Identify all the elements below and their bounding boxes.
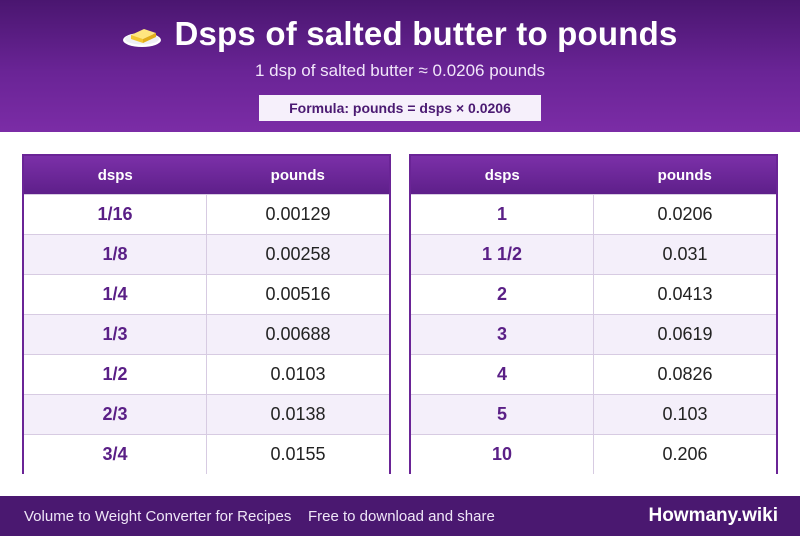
dsps-cell: 2 [411,275,594,314]
column-header-pounds: pounds [657,166,712,184]
pounds-cell: 0.0206 [657,204,713,224]
pounds-cell: 0.0138 [270,404,326,424]
butter-icon [123,29,162,47]
table-row: 2 0.0413 [411,274,776,314]
table-header: dsps pounds [24,156,389,194]
dsps-cell: 2/3 [24,395,207,434]
page-title: Dsps of salted butter to pounds [174,15,678,52]
table-row: 4 0.0826 [411,354,776,394]
title-row: Dsps of salted butter to pounds [0,14,800,54]
table-row: 1 0.0206 [411,194,776,234]
table-row: 1 1/2 0.031 [411,234,776,274]
pounds-cell: 0.00258 [265,244,331,264]
dsps-cell: 1 1/2 [411,235,594,274]
table-body: 1 0.0206 1 1/2 0.031 2 0.0413 3 0.0619 4 0.08… [411,194,776,474]
formula-badge: Formula: pounds = dsps × 0.0206 [259,95,541,121]
dsps-cell: 4 [411,355,594,394]
pounds-cell: 0.00129 [265,204,331,224]
column-header-dsps: dsps [97,166,133,184]
pounds-cell: 0.0155 [270,444,326,464]
dsps-cell: 1 [411,195,594,234]
dsps-cell: 1/8 [24,235,207,274]
conversion-subtitle: 1 dsp of salted butter ≈ 0.0206 pounds [254,61,546,80]
dsps-cell: 1/16 [24,195,207,234]
pounds-cell: 0.0103 [270,364,326,384]
dsps-cell: 3/4 [24,435,207,474]
pounds-cell: 0.00688 [265,324,331,344]
column-header-pounds: pounds [270,166,325,184]
table-row: 3 0.0619 [411,314,776,354]
column-header-dsps: dsps [484,166,520,184]
header-banner: Dsps of salted butter to pounds 1 dsp of… [0,0,800,132]
table-row: 1/8 0.00258 [24,234,389,274]
pounds-cell: 0.0413 [657,284,713,304]
dsps-cell: 1/3 [24,315,207,354]
table-row: 2/3 0.0138 [24,394,389,434]
footer-converter-text: Volume to Weight Converter for Recipes [24,508,292,525]
table-row: 1/16 0.00129 [24,194,389,234]
footer-bar: Volume to Weight Converter for Recipes F… [0,496,800,536]
table-header: dsps pounds [411,156,776,194]
pounds-cell: 0.031 [662,244,708,264]
dsps-cell: 3 [411,315,594,354]
table-row: 1/2 0.0103 [24,354,389,394]
dsps-cell: 1/4 [24,275,207,314]
table-row: 5 0.103 [411,394,776,434]
table-row: 3/4 0.0155 [24,434,389,474]
pounds-cell: 0.103 [662,404,708,424]
dsps-cell: 5 [411,395,594,434]
table-row: 10 0.206 [411,434,776,474]
footer-share-text: Free to download and share [308,508,495,525]
brand-logo-text: Howmany.wiki [648,505,778,526]
conversion-table-right: dsps pounds 1 0.0206 1 1/2 0.031 2 0.0413 3… [409,154,778,474]
dsps-cell: 1/2 [24,355,207,394]
table-row: 1/3 0.00688 [24,314,389,354]
pounds-cell: 0.0826 [657,364,713,384]
pounds-cell: 0.00516 [265,284,331,304]
pounds-cell: 0.206 [662,444,708,464]
table-body: 1/16 0.00129 1/8 0.00258 1/4 0.00516 1/3 0.0… [24,194,389,474]
pounds-cell: 0.0619 [657,324,713,344]
conversion-table-left: dsps pounds 1/16 0.00129 1/8 0.00258 1/4 0.… [22,154,391,474]
dsps-cell: 10 [411,435,594,474]
table-row: 1/4 0.00516 [24,274,389,314]
